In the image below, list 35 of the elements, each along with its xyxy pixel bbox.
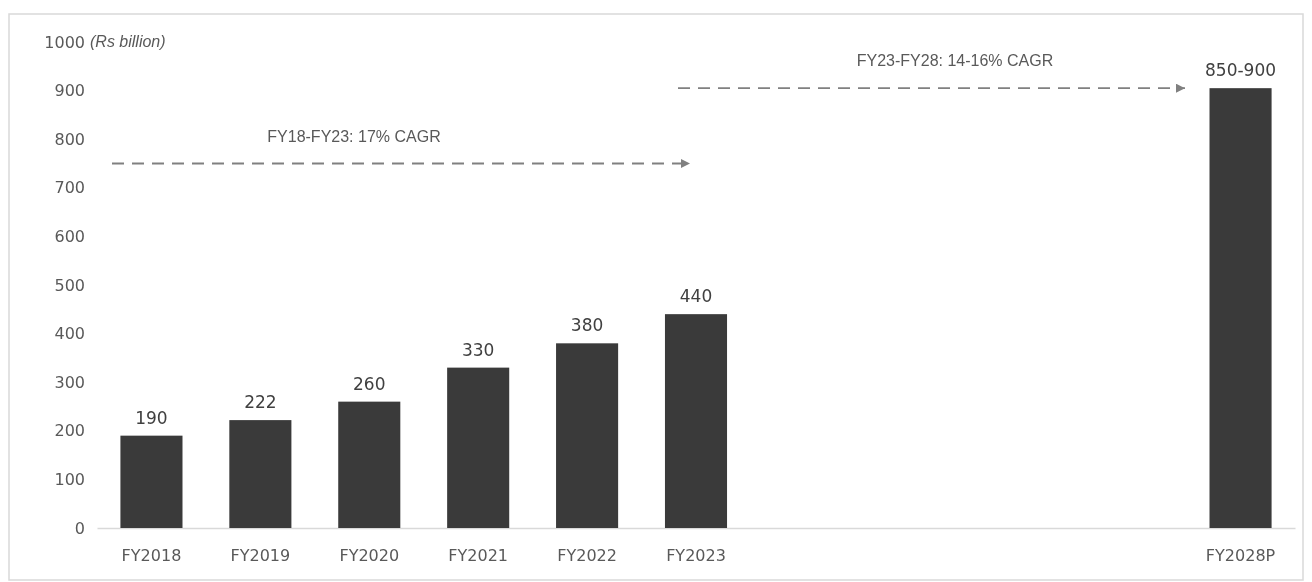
y-tick-label: 700	[54, 178, 85, 198]
data-label: 260	[353, 373, 386, 394]
bar	[1209, 88, 1272, 528]
x-tick-label: FY2023	[666, 546, 726, 566]
bar	[664, 314, 728, 528]
y-tick-label: 500	[54, 275, 85, 295]
x-tick-label: FY2021	[448, 546, 509, 566]
y-tick-label: 0	[74, 518, 85, 538]
y-axis-title: (Rs billion)	[90, 33, 166, 50]
data-label: 440	[679, 286, 713, 307]
bar	[447, 367, 510, 528]
y-tick-label: 300	[54, 372, 85, 392]
x-tick-label: FY2022	[557, 546, 617, 566]
x-tick-label: FY2020	[339, 546, 400, 566]
y-tick-label: 100	[54, 470, 85, 490]
annotation: FY18-FY23: 17% CAGR	[267, 127, 441, 145]
x-tick-label: FY2019	[230, 546, 291, 566]
data-label: 330	[461, 339, 495, 360]
bar	[120, 435, 183, 528]
annotation: FY23-FY28: 14-16% CAGR	[856, 52, 1054, 70]
y-tick-label: 1000	[44, 32, 85, 52]
y-tick-label: 800	[54, 129, 85, 149]
data-label: 850-900	[1205, 60, 1277, 81]
y-tick-label: 200	[54, 421, 85, 441]
bar	[556, 343, 619, 528]
x-tick-label: FY2018	[121, 546, 182, 566]
y-tick-label: 600	[54, 227, 85, 247]
y-tick-label: 400	[54, 324, 85, 344]
bar	[229, 420, 292, 528]
bar	[338, 401, 401, 528]
y-tick-label: 900	[54, 81, 85, 101]
x-tick-label: FY2028P	[1205, 546, 1276, 566]
data-label: 380	[570, 315, 604, 336]
data-label: 190	[135, 407, 168, 428]
data-label: 222	[244, 392, 277, 413]
